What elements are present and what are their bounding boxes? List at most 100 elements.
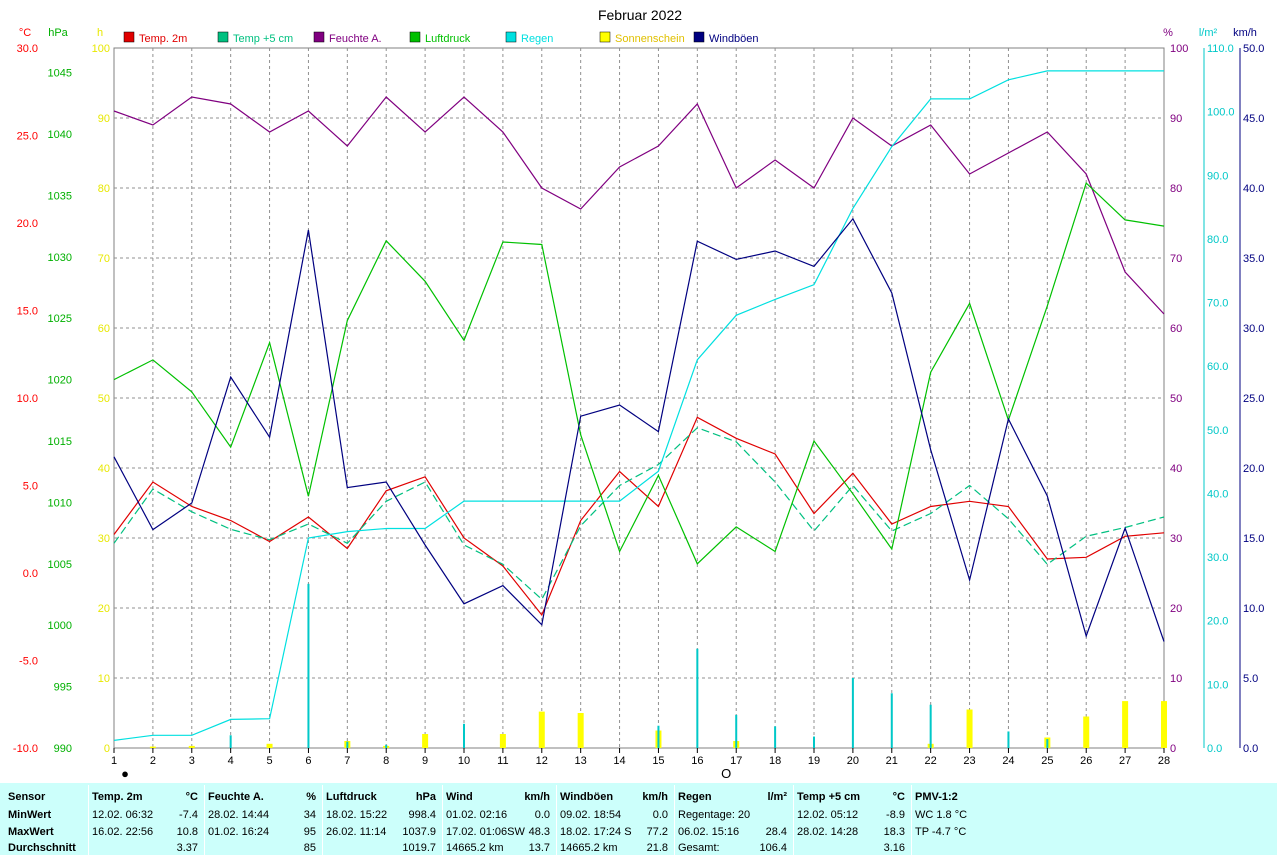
series-lines — [113, 70, 1165, 741]
stats-time: Gesamt: — [678, 842, 720, 854]
stats-column-title: Regen — [678, 791, 712, 803]
press-tick-label: 1005 — [48, 559, 72, 571]
wind-tick-label: 25.0 — [1243, 393, 1264, 405]
hum-tick-label: 90 — [1170, 113, 1182, 125]
rain-daily-bar — [385, 744, 388, 748]
hum-tick-label: 50 — [1170, 393, 1182, 405]
x-tick-label: 21 — [886, 755, 898, 767]
x-tick-label: 15 — [652, 755, 664, 767]
x-tick-label: 16 — [691, 755, 703, 767]
temp-tick-label: 30.0 — [17, 43, 38, 55]
sun-tick-label: 20 — [98, 603, 110, 615]
series-line-temp-5-cm — [113, 427, 1165, 601]
hum-tick-label: 0 — [1170, 743, 1176, 755]
legend-swatch — [599, 31, 611, 43]
stats-value: 1019.7 — [402, 842, 436, 854]
press-tick-label: 990 — [54, 743, 72, 755]
wind-tick-label: 10.0 — [1243, 603, 1264, 615]
x-tick-label: 14 — [613, 755, 625, 767]
rain-tick-label: 50.0 — [1207, 425, 1228, 437]
x-tick-label: 10 — [458, 755, 470, 767]
sun-tick-label: 10 — [98, 673, 110, 685]
stats-time: Regentage: 20 — [678, 809, 751, 821]
legend: Temp. 2m Temp +5 cm Feuchte A. Luftdruck Reg… — [123, 31, 759, 45]
column-divider — [911, 785, 912, 855]
press-tick-label: 995 — [54, 682, 72, 694]
rain-daily-bar — [1046, 739, 1049, 748]
stats-time: 01.02. 16:24 — [208, 826, 270, 838]
temp-unit-label: °C — [19, 27, 31, 39]
stats-value: 48.3 — [528, 826, 550, 838]
stats-column-title: Temp +5 cm — [797, 791, 861, 803]
rain-daily-bar — [1007, 731, 1010, 748]
chart-title: Februar 2022 — [598, 7, 682, 23]
wind-tick-label: 50.0 — [1243, 43, 1264, 55]
legend-label: Regen — [521, 33, 553, 45]
legend-swatch — [313, 31, 325, 43]
x-tick-label: 3 — [189, 755, 195, 767]
stats-value: 0.0 — [652, 809, 668, 821]
series-line-windb-en — [113, 217, 1165, 642]
stats-value: 18.3 — [883, 826, 905, 838]
x-tick-label: 12 — [536, 755, 548, 767]
wind-tick-label: 5.0 — [1243, 673, 1258, 685]
column-divider — [442, 785, 443, 855]
wind-tick-label: 45.0 — [1243, 113, 1264, 125]
new-moon-marker: O — [721, 766, 731, 781]
stats-time: 18.02. 15:22 — [326, 809, 388, 821]
sun-tick-label: 70 — [98, 253, 110, 265]
sunshine-bar — [499, 734, 506, 748]
x-tick-label: 23 — [963, 755, 975, 767]
sun-tick-label: 80 — [98, 183, 110, 195]
sun-tick-label: 60 — [98, 323, 110, 335]
sunshine-bar — [422, 734, 429, 748]
rain-tick-label: 70.0 — [1207, 298, 1228, 310]
legend-swatch — [505, 31, 517, 43]
stats-time: 18.02. 17:24 S — [560, 826, 632, 838]
stats-value: 34 — [303, 809, 316, 821]
x-tick-label: 8 — [383, 755, 389, 767]
x-tick-label: 13 — [575, 755, 587, 767]
x-tick-label: 5 — [266, 755, 272, 767]
press-unit-label: hPa — [48, 27, 68, 39]
stats-time: WC 1.8 °C — [915, 809, 968, 821]
x-tick-label: 18 — [769, 755, 781, 767]
press-tick-label: 1025 — [48, 313, 72, 325]
sun-tick-label: 30 — [98, 533, 110, 545]
legend-swatch — [409, 31, 421, 43]
stats-column-title: Windböen — [560, 791, 614, 803]
rain-daily-bar — [463, 723, 465, 748]
sunshine-bar — [538, 711, 545, 748]
temp-tick-label: 0.0 — [23, 568, 38, 580]
stats-value: 106.4 — [759, 842, 787, 854]
rain-tick-label: 100.0 — [1207, 107, 1235, 119]
stats-time: 26.02. 11:14 — [326, 826, 387, 838]
stats-time: 14665.2 km — [560, 842, 618, 854]
statistics-table: Sensor MinWert MaxWert Durchschnitt Temp. 2m… — [0, 783, 1277, 855]
hum-unit-label: % — [1163, 27, 1173, 39]
rain-tick-label: 10.0 — [1207, 679, 1228, 691]
stats-unit: hPa — [415, 791, 436, 803]
sun-unit-label: h — [97, 27, 103, 39]
rain-daily-bar — [813, 736, 815, 748]
stats-value: 13.7 — [528, 842, 550, 854]
wind-tick-label: 0.0 — [1243, 743, 1258, 755]
press-tick-label: 1045 — [48, 68, 72, 80]
hum-tick-label: 100 — [1170, 43, 1188, 55]
stats-time: 16.02. 22:56 — [92, 826, 154, 838]
stats-time: 17.02. 01:06SW — [446, 826, 525, 838]
hum-tick-label: 30 — [1170, 533, 1182, 545]
stats-time: TP -4.7 °C — [915, 826, 967, 838]
stats-value: 10.8 — [176, 826, 198, 838]
stats-unit: km/h — [642, 791, 668, 803]
hum-tick-label: 10 — [1170, 673, 1182, 685]
stats-column-title: Wind — [446, 791, 473, 803]
wind-unit-label: km/h — [1233, 27, 1257, 39]
weather-chart: Februar 2022 1 2 3 4 5 6 7 8 9 10 11 12 13 14 15 16 17 18… — [13, 7, 1265, 781]
legend-label: Windböen — [709, 33, 759, 45]
press-tick-label: 1010 — [48, 497, 72, 509]
stats-value: 95 — [303, 826, 316, 838]
column-divider — [88, 785, 89, 855]
x-tick-label: 2 — [150, 755, 156, 767]
legend-swatch — [123, 31, 135, 43]
